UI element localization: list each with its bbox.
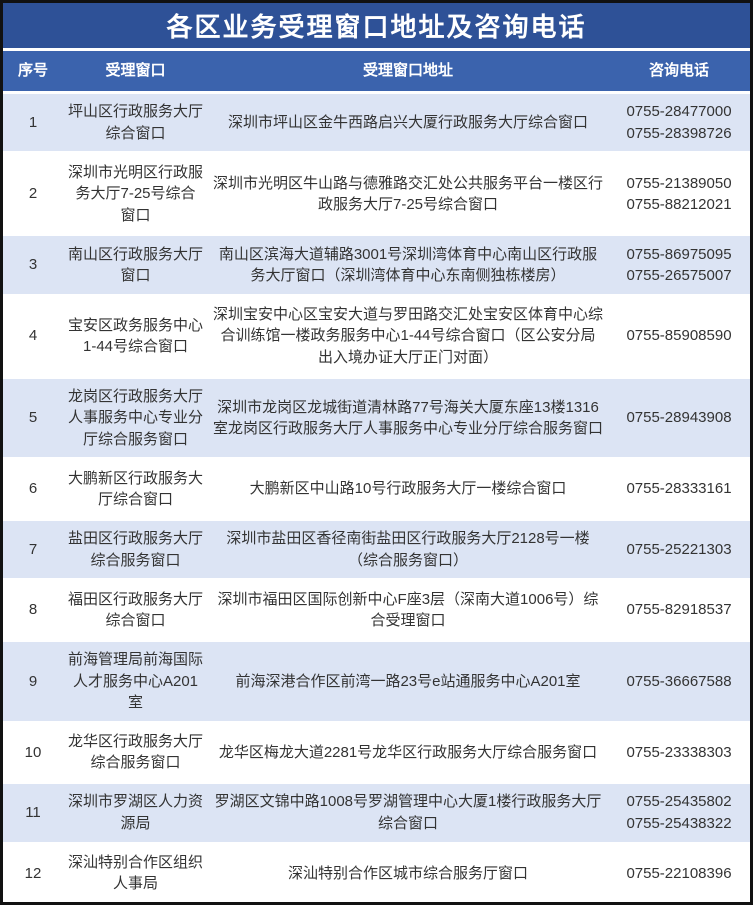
header-window: 受理窗口 [105,62,166,80]
window-address-cell: 深圳市龙岗区龙城街道清林路77号海关大厦东座13楼1316室龙岗区行政服务大厅人… [213,398,604,437]
window-name-cell: 宝安区政务服务中心1-44号综合窗口 [68,316,204,356]
table-row: 5 龙岗区行政服务大厅人事服务中心专业分厅综合服务窗口 深圳市龙岗区龙城街道清林… [3,378,750,458]
window-name-cell: 南山区行政服务大厅窗口 [68,245,204,284]
window-name-cell: 前海管理局前海国际人才服务中心A201室 [68,651,204,711]
window-name-cell: 坪山区行政服务大厅综合窗口 [68,103,204,142]
table-row: 10 龙华区行政服务大厅综合服务窗口 龙华区梅龙大道2281号龙华区行政服务大厅… [3,723,750,782]
row-number-cell: 7 [28,540,38,558]
window-name-cell: 福田区行政服务大厅综合窗口 [68,590,204,630]
window-name-cell: 龙华区行政服务大厅综合服务窗口 [68,732,204,772]
row-number-cell: 3 [28,256,38,274]
phone-cell: 0755-23338303 [626,743,732,761]
window-name-cell: 龙岗区行政服务大厅人事服务中心专业分厅综合服务窗口 [68,387,204,448]
phone-cell: 0755-28333161 [626,480,732,498]
window-name-cell: 大鹏新区行政服务大厅综合窗口 [68,469,204,509]
row-number-cell: 9 [28,672,38,690]
window-name-cell: 深汕特别合作区组织人事局 [68,853,204,893]
header-no: 序号 [17,62,48,80]
table-header-row: 序号 受理窗口 受理窗口地址 咨询电话 [3,51,750,91]
window-name-cell: 深圳市光明区行政服务大厅7-25号综合窗口 [68,163,204,224]
window-address-cell: 深圳宝安中心区宝安大道与罗田路交汇处宝安区体育中心综合训练馆一楼政务服务中心1-… [213,306,604,366]
phone-cell: 0755-28943908 [626,409,732,427]
phone-cell: 0755-25435802 0755-25438322 [626,793,732,832]
row-number-cell: 10 [24,743,42,761]
window-name-cell: 盐田区行政服务大厅综合服务窗口 [68,530,204,569]
header-address: 受理窗口地址 [362,62,453,80]
table-row: 12 深汕特别合作区组织人事局 深汕特别合作区城市综合服务厅窗口 0755-22… [3,844,750,902]
window-address-cell: 龙华区梅龙大道2281号龙华区行政服务大厅综合服务窗口 [218,743,598,761]
window-address-cell: 大鹏新区中山路10号行政服务大厅一楼综合窗口 [249,480,567,498]
row-number-cell: 5 [28,409,38,427]
row-number-cell: 1 [28,114,38,132]
table-row: 11 深圳市罗湖区人力资源局 罗湖区文锦中路1008号罗湖管理中心大厦1楼行政服… [3,784,750,842]
table-row: 9 前海管理局前海国际人才服务中心A201室 前海深港合作区前湾一路23号e站通… [3,641,750,721]
phone-cell: 0755-28477000 0755-28398726 [626,103,732,142]
table-row: 2 深圳市光明区行政服务大厅7-25号综合窗口 深圳市光明区牛山路与德雅路交汇处… [3,154,750,234]
phone-cell: 0755-25221303 [626,540,732,558]
phone-cell: 0755-82918537 [626,601,732,619]
phone-cell: 0755-85908590 [626,327,732,345]
page-title: 各区业务受理窗口地址及咨询电话 [3,3,750,48]
table-row: 4 宝安区政务服务中心1-44号综合窗口 深圳宝安中心区宝安大道与罗田路交汇处宝… [3,296,750,376]
row-number-cell: 2 [28,185,38,203]
window-address-cell: 深圳市坪山区金牛西路启兴大厦行政服务大厅综合窗口 [227,114,588,132]
table-row: 1 坪山区行政服务大厅综合窗口 深圳市坪山区金牛西路启兴大厦行政服务大厅综合窗口… [3,94,750,152]
phone-cell: 0755-21389050 0755-88212021 [626,174,732,213]
row-number-cell: 11 [25,804,41,822]
row-number-cell: 6 [28,480,38,498]
row-number-cell: 8 [28,601,38,619]
table-row: 8 福田区行政服务大厅综合窗口 深圳市福田区国际创新中心F座3层（深南大道100… [3,581,750,639]
phone-cell: 0755-36667588 [626,672,732,690]
phone-cell: 0755-22108396 [626,864,732,882]
window-address-cell: 南山区滨海大道辅路3001号深圳湾体育中心南山区行政服务大厅窗口（深圳湾体育中心… [218,245,598,284]
window-name-cell: 深圳市罗湖区人力资源局 [68,793,204,832]
row-number-cell: 4 [28,327,38,345]
window-address-cell: 深圳市福田区国际创新中心F座3层（深南大道1006号）综合受理窗口 [217,590,599,630]
phone-cell: 0755-86975095 0755-26575007 [626,245,732,284]
table-row: 7 盐田区行政服务大厅综合服务窗口 深圳市盐田区香径南街盐田区行政服务大厅212… [3,520,750,579]
window-address-cell: 深圳市光明区牛山路与德雅路交汇处公共服务平台一楼区行政服务大厅7-25号综合窗口 [213,174,604,213]
window-address-cell: 深圳市盐田区香径南街盐田区行政服务大厅2128号一楼（综合服务窗口） [226,530,590,569]
table-row: 3 南山区行政服务大厅窗口 南山区滨海大道辅路3001号深圳湾体育中心南山区行政… [3,236,750,294]
window-address-cell: 深汕特别合作区城市综合服务厅窗口 [287,864,528,882]
header-phone: 咨询电话 [648,62,709,80]
window-address-cell: 前海深港合作区前湾一路23号e站通服务中心A201室 [235,672,581,690]
table-row: 6 大鹏新区行政服务大厅综合窗口 大鹏新区中山路10号行政服务大厅一楼综合窗口 … [3,460,750,518]
row-number-cell: 12 [24,864,42,882]
window-address-cell: 罗湖区文锦中路1008号罗湖管理中心大厦1楼行政服务大厅综合窗口 [214,793,602,832]
